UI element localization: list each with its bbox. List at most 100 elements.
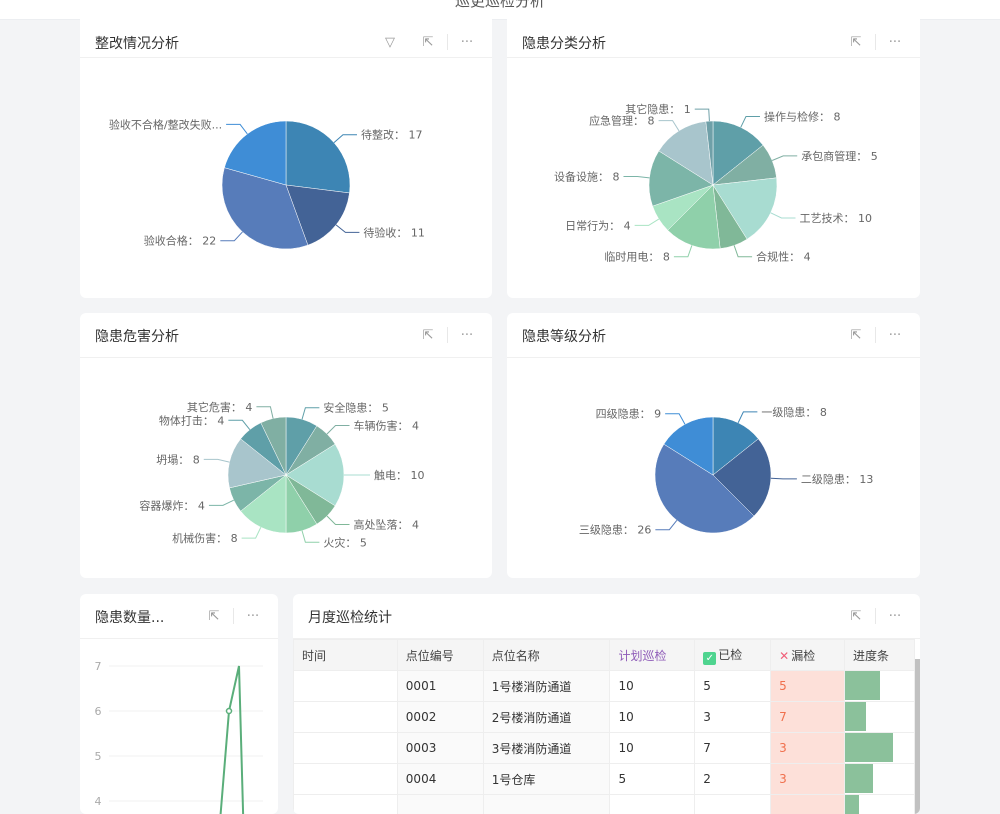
cell-miss — [771, 795, 845, 814]
progress-bar-fill — [845, 795, 859, 814]
pie-label: 日常行为： 4 — [565, 219, 631, 232]
cell-plan — [610, 795, 695, 814]
pie-label-line — [772, 156, 797, 161]
col-plan[interactable]: 计划巡检 — [610, 640, 695, 671]
pie-label-line — [204, 459, 230, 462]
pie-label: 合规性： 4 — [756, 250, 811, 264]
col-progress[interactable]: 进度条 — [845, 640, 915, 671]
more-icon[interactable]: ··· — [242, 606, 264, 626]
y-tick-label: 4 — [95, 795, 102, 808]
cell-done — [695, 795, 771, 814]
filter-icon[interactable]: ▽ — [379, 32, 401, 52]
pie-label: 车辆伤害： 4 — [353, 419, 419, 433]
pie-label-line — [741, 117, 760, 128]
external-link-icon[interactable]: ⇱ — [417, 32, 439, 52]
y-tick-label: 5 — [95, 750, 102, 763]
more-icon[interactable]: ··· — [456, 32, 478, 52]
more-icon[interactable]: ··· — [884, 32, 906, 52]
more-icon[interactable]: ··· — [456, 325, 478, 345]
pie-label: 操作与检修： 8 — [764, 110, 841, 124]
pie-label-line — [674, 245, 692, 256]
pie-label: 触电： 10 — [374, 468, 425, 482]
cell-time — [294, 795, 398, 814]
pie-label: 工艺技术： 10 — [799, 212, 872, 225]
progress-bar-fill — [845, 764, 873, 793]
pie-label: 待整改： 17 — [361, 128, 423, 142]
col-done-label: 已检 — [718, 648, 742, 662]
pie-label-line — [734, 245, 752, 256]
pie-label: 二级隐患： 13 — [801, 473, 874, 486]
col-code[interactable]: 点位编号 — [397, 640, 483, 671]
pie-label-line — [228, 420, 249, 429]
cell-progress — [845, 671, 915, 702]
table-scrollbar[interactable] — [915, 659, 920, 814]
external-link-icon[interactable]: ⇱ — [203, 606, 225, 626]
cell-miss: 3 — [771, 733, 845, 764]
cell-code: 0003 — [397, 733, 483, 764]
pie-label-line — [655, 520, 676, 529]
pie-label-line — [209, 500, 234, 505]
external-link-icon[interactable]: ⇱ — [845, 325, 867, 345]
card-title: 隐患数量... — [95, 607, 164, 627]
pie-label: 其它危害： 4 — [187, 400, 253, 414]
cell-progress — [845, 733, 915, 764]
col-miss[interactable]: ✕漏检 — [771, 640, 845, 671]
col-time[interactable]: 时间 — [294, 640, 398, 671]
line-point[interactable] — [227, 709, 232, 714]
table-row[interactable] — [294, 795, 915, 814]
pie-label-line — [226, 124, 247, 134]
external-link-icon[interactable]: ⇱ — [845, 606, 867, 626]
pie-label-line — [695, 109, 710, 121]
pie-label-line — [771, 478, 797, 479]
pie-label-line — [242, 527, 261, 538]
cell-done: 3 — [695, 702, 771, 733]
cell-done: 7 — [695, 733, 771, 764]
cell-miss: 3 — [771, 764, 845, 795]
page-title: 巡更巡检分析 — [0, 0, 1000, 11]
col-done[interactable]: ✓已检 — [695, 640, 771, 671]
cell-plan: 5 — [610, 764, 695, 795]
pie-label-line — [256, 407, 273, 419]
pie-label-line — [327, 516, 349, 524]
card-title: 整改情况分析 — [95, 33, 179, 53]
pie-label: 待验收： 11 — [363, 225, 425, 239]
external-link-icon[interactable]: ⇱ — [417, 325, 439, 345]
external-link-icon[interactable]: ⇱ — [845, 32, 867, 52]
card-title: 隐患危害分析 — [95, 326, 179, 346]
more-icon[interactable]: ··· — [884, 325, 906, 345]
more-icon[interactable]: ··· — [884, 606, 906, 626]
pie-slice[interactable] — [286, 121, 350, 193]
cell-name — [483, 795, 610, 814]
pie-label: 物体打击： 4 — [159, 413, 225, 427]
pie-label-line — [220, 232, 242, 241]
cell-code — [397, 795, 483, 814]
cell-name: 1号仓库 — [483, 764, 610, 795]
cell-progress — [845, 795, 915, 814]
pie-label: 三级隐患： 26 — [579, 524, 652, 537]
pie-label-line — [334, 135, 357, 143]
cell-plan: 10 — [610, 671, 695, 702]
pie-label-line — [327, 426, 349, 434]
cell-code: 0004 — [397, 764, 483, 795]
pie-label-line — [635, 219, 659, 225]
cell-plan: 10 — [610, 733, 695, 764]
cell-progress — [845, 702, 915, 733]
cell-miss: 5 — [771, 671, 845, 702]
y-tick-label: 6 — [95, 705, 102, 718]
table-header-row: 时间 点位编号 点位名称 计划巡检 ✓已检 ✕漏检 进度条 — [294, 640, 915, 671]
pie-label: 临时用电： 8 — [604, 250, 670, 264]
monthly-card: 月度巡检统计 ⇱··· 时间 点位编号 点位名称 计划巡检 ✓已检 ✕漏检 进度… — [293, 594, 920, 814]
col-name[interactable]: 点位名称 — [483, 640, 610, 671]
